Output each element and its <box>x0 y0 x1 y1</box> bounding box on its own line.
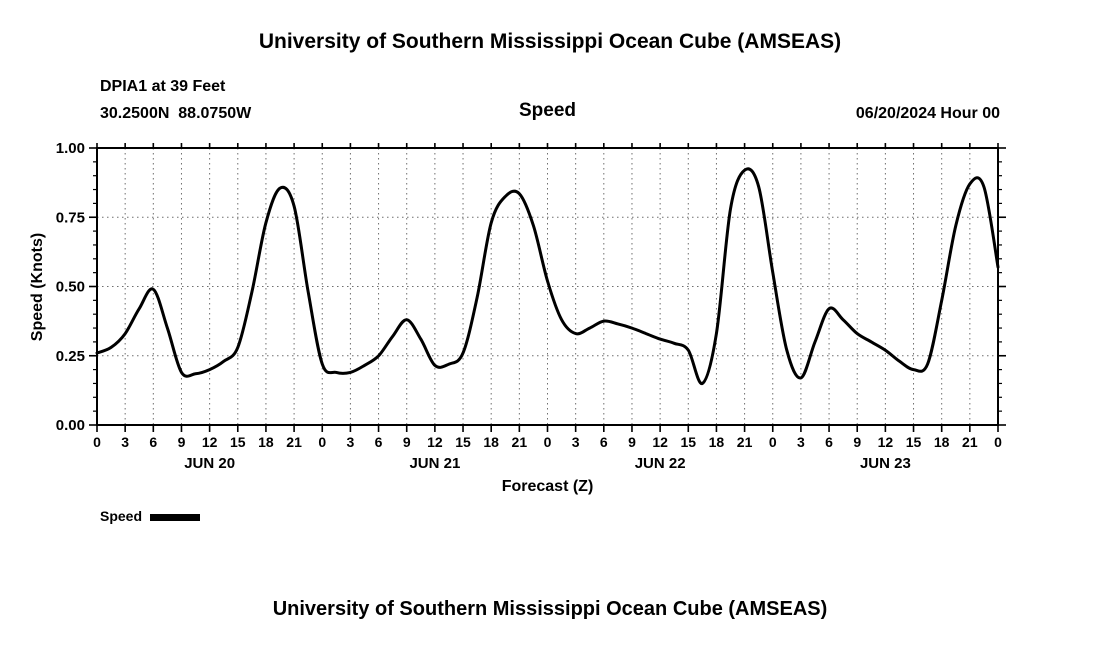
x-tick-label: 3 <box>572 434 580 450</box>
y-tick-label: 0.00 <box>56 417 85 434</box>
x-tick-label: 6 <box>149 434 157 450</box>
station-label: DPIA1 at 39 Feet <box>100 78 226 95</box>
x-tick-label: 0 <box>769 434 777 450</box>
station-coordinates: 30.2500N 88.0750W <box>100 105 252 122</box>
y-tick-label: 1.00 <box>56 140 85 157</box>
y-tick-label: 0.25 <box>56 348 85 365</box>
x-tick-label: 12 <box>652 434 668 450</box>
variable-title: Speed <box>518 100 577 121</box>
y-tick-label: 0.50 <box>56 279 85 296</box>
next-chart-title: University of Southern Mississippi Ocean… <box>272 598 828 620</box>
page-title: University of Southern Mississippi Ocean… <box>258 30 842 53</box>
x-tick-label: 3 <box>347 434 355 450</box>
axis-tick-labels: 0 3 6 9 12 15 18 21 0 3 6 9 12 15 18 21 0 3 6 9 12 15 18 21 0 3 6 9… <box>56 140 1002 472</box>
x-tick-label: 18 <box>709 434 725 450</box>
x-tick-label: 21 <box>286 434 302 450</box>
day-label: JUN 20 <box>184 455 235 472</box>
x-tick-label: 15 <box>680 434 696 450</box>
day-label: JUN 22 <box>635 455 686 472</box>
x-axis-label: Forecast (Z) <box>501 478 594 495</box>
x-tick-label: 18 <box>258 434 274 450</box>
x-tick-label: 15 <box>455 434 471 450</box>
x-tick-label: 15 <box>230 434 246 450</box>
x-tick-label: 0 <box>994 434 1002 450</box>
plot-border <box>96 147 999 426</box>
speed-curve <box>95 167 1000 385</box>
x-tick-label: 3 <box>121 434 129 450</box>
x-tick-label: 12 <box>427 434 443 450</box>
x-tick-label: 9 <box>628 434 636 450</box>
x-tick-label: 21 <box>512 434 528 450</box>
x-tick-label: 6 <box>375 434 383 450</box>
plot-frame <box>96 147 999 426</box>
speed-series-line <box>95 167 1000 385</box>
x-tick-label: 9 <box>853 434 861 450</box>
day-label: JUN 21 <box>409 455 460 472</box>
model-run-time: 06/20/2024 Hour 00 <box>855 105 1000 122</box>
x-tick-label: 18 <box>483 434 499 450</box>
x-tick-label: 0 <box>544 434 552 450</box>
x-tick-label: 6 <box>825 434 833 450</box>
legend: Speed <box>100 508 201 524</box>
x-tick-label: 3 <box>797 434 805 450</box>
day-label: JUN 23 <box>860 455 911 472</box>
x-tick-label: 6 <box>600 434 608 450</box>
x-tick-label: 15 <box>906 434 922 450</box>
x-tick-label: 0 <box>318 434 326 450</box>
y-tick-label: 0.75 <box>56 209 85 226</box>
legend-label: Speed <box>100 508 143 524</box>
x-tick-label: 18 <box>934 434 950 450</box>
legend-line-swatch <box>150 513 201 521</box>
x-tick-label: 21 <box>737 434 753 450</box>
x-tick-label: 21 <box>962 434 978 450</box>
x-tick-label: 9 <box>403 434 411 450</box>
x-tick-label: 12 <box>202 434 218 450</box>
grid-lines <box>97 148 998 425</box>
x-tick-label: 9 <box>178 434 186 450</box>
x-tick-label: 12 <box>878 434 894 450</box>
x-tick-label: 0 <box>93 434 101 450</box>
